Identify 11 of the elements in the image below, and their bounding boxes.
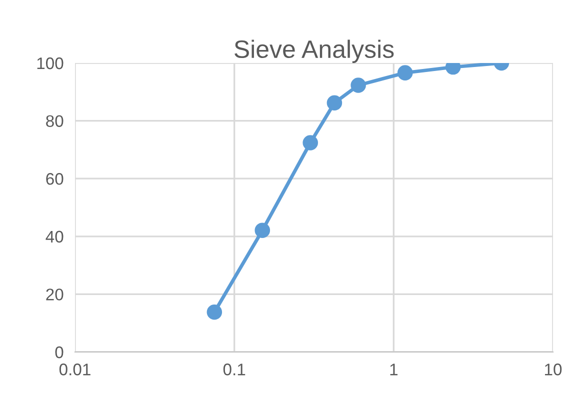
x-tick-label: 10 bbox=[545, 364, 562, 376]
x-tick-label: 1 bbox=[390, 364, 398, 376]
y-tick-label: 60 bbox=[46, 173, 64, 185]
chart-title: Sieve Analysis bbox=[234, 40, 394, 63]
y-tick-label: 0 bbox=[55, 346, 64, 358]
y-tick-label: 40 bbox=[46, 230, 64, 243]
x-tick-label: 0.1 bbox=[223, 364, 246, 376]
x-tick-label: 0.01 bbox=[59, 364, 90, 376]
y-tick-label: 100 bbox=[37, 57, 64, 70]
y-tick-label: 20 bbox=[46, 288, 64, 300]
y-tick-label: 80 bbox=[46, 115, 64, 128]
